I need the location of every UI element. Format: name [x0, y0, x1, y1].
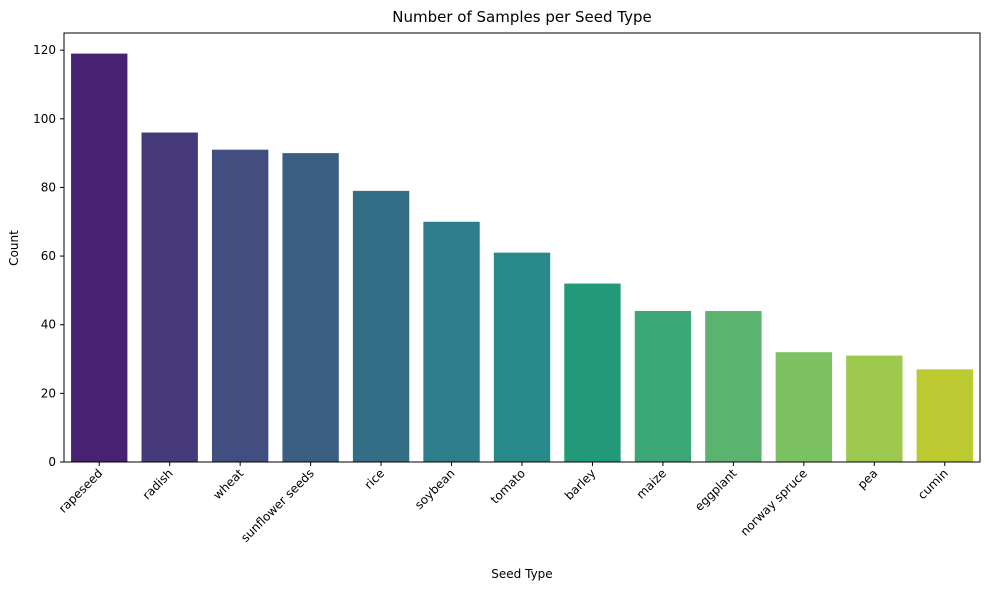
- bar-soybean: [423, 221, 480, 462]
- bar-rice: [352, 190, 410, 462]
- plot-frame: [63, 32, 981, 463]
- y-tick-label: 80: [41, 180, 56, 194]
- x-tick-label: tomato: [488, 466, 528, 506]
- chart-title: Number of Samples per Seed Type: [392, 8, 651, 26]
- bar-barley: [564, 283, 621, 462]
- y-tick-label: 0: [48, 455, 56, 469]
- x-axis-label: Seed Type: [491, 567, 552, 581]
- y-tick-label: 120: [33, 43, 56, 57]
- y-axis-ticks: 0 20 40 60 80 100 120: [33, 43, 64, 469]
- bars-group: [71, 53, 973, 463]
- x-tick-label: pea: [855, 466, 881, 492]
- bar-pea: [846, 355, 903, 462]
- y-axis-label: Count: [7, 230, 21, 266]
- y-tick-label: 20: [41, 386, 56, 400]
- x-tick-label: eggplant: [692, 466, 740, 514]
- x-tick-label: soybean: [412, 466, 458, 512]
- bar-tomato: [493, 252, 551, 462]
- x-tick-label: maize: [634, 466, 669, 501]
- x-tick-label: radish: [140, 466, 176, 502]
- x-tick-label: barley: [562, 466, 599, 503]
- bar-cumin: [916, 369, 973, 462]
- bar-radish: [141, 132, 198, 462]
- bar-maize: [634, 310, 692, 462]
- bar-rapeseed: [71, 53, 128, 462]
- y-tick-label: 60: [41, 249, 56, 263]
- bar-sunflower-seeds: [282, 153, 339, 462]
- y-tick-label: 40: [41, 318, 56, 332]
- x-tick-label: wheat: [210, 466, 246, 502]
- x-tick-label: norway spruce: [738, 466, 810, 538]
- bar-wheat: [211, 149, 269, 463]
- x-tick-label: rapeseed: [56, 466, 105, 515]
- y-tick-label: 100: [33, 112, 56, 126]
- bar-norway-spruce: [775, 352, 833, 462]
- bar-eggplant: [705, 310, 762, 462]
- x-tick-label: sunflower seeds: [238, 466, 317, 545]
- x-tick-label: rice: [362, 466, 388, 492]
- x-tick-label: cumin: [915, 466, 951, 502]
